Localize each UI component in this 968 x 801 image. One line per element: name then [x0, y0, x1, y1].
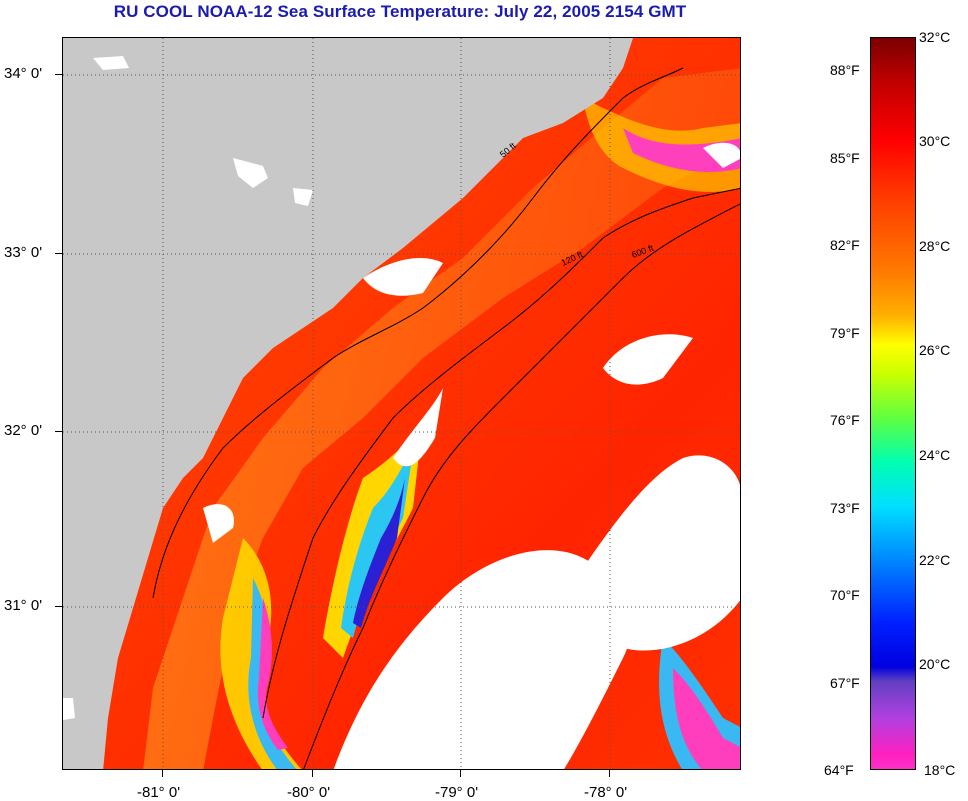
colorbar-label-67F: 67°F — [830, 675, 860, 691]
map-title: RU COOL NOAA-12 Sea Surface Temperature:… — [113, 2, 687, 21]
lon-tick-79 — [460, 770, 461, 777]
colorbar-label-20C: 20°C — [919, 656, 951, 672]
sst-map[interactable]: 50 ft 120 ft 600 ft — [62, 37, 741, 770]
isobath-120ft — [262, 187, 740, 719]
lat-label-34: 34° 0' — [4, 65, 43, 82]
lon-label-79: -79° 0' — [435, 784, 479, 801]
colorbar-label-18C: 18°C — [924, 762, 956, 778]
colorbar-label-85F: 85°F — [830, 150, 860, 166]
isobath-contours — [152, 67, 740, 769]
isobath-50ft — [152, 67, 684, 599]
isobath-600ft — [303, 203, 740, 769]
sst-colorbar — [870, 37, 916, 770]
lon-label-80: -80° 0' — [287, 784, 331, 801]
lat-label-33: 33° 0' — [4, 244, 43, 261]
colorbar-label-24C: 24°C — [919, 447, 951, 463]
colorbar-label-26C: 26°C — [919, 342, 951, 358]
sst-map-canvas: 50 ft 120 ft 600 ft — [63, 38, 740, 769]
lat-tick-34 — [55, 74, 62, 75]
lon-tick-81 — [162, 770, 163, 777]
lat-tick-31 — [55, 606, 62, 607]
lon-tick-80 — [312, 770, 313, 777]
lon-label-78: -78° 0' — [584, 784, 628, 801]
lon-tick-78 — [609, 770, 610, 777]
colorbar-label-32C: 32°C — [919, 29, 951, 45]
cloud-mask — [203, 142, 740, 769]
lat-label-31: 31° 0' — [4, 597, 43, 614]
lat-tick-33 — [55, 253, 62, 254]
land-water-bodies — [63, 56, 313, 720]
lat-label-32: 32° 0' — [4, 422, 43, 439]
lat-tick-32 — [55, 431, 62, 432]
land-mass — [63, 38, 633, 769]
colorbar-label-30C: 30°C — [919, 133, 951, 149]
colorbar-label-70F: 70°F — [830, 587, 860, 603]
colorbar-label-28C: 28°C — [919, 238, 951, 254]
colorbar-label-88F: 88°F — [830, 62, 860, 78]
colorbar-label-82F: 82°F — [830, 237, 860, 253]
colorbar-label-64F: 64°F — [824, 762, 854, 778]
colorbar-label-79F: 79°F — [830, 325, 860, 341]
lon-label-81: -81° 0' — [137, 784, 181, 801]
colorbar-label-73F: 73°F — [830, 500, 860, 516]
cold-filaments — [220, 98, 740, 769]
colorbar-label-22C: 22°C — [919, 552, 951, 568]
colorbar-label-76F: 76°F — [830, 412, 860, 428]
